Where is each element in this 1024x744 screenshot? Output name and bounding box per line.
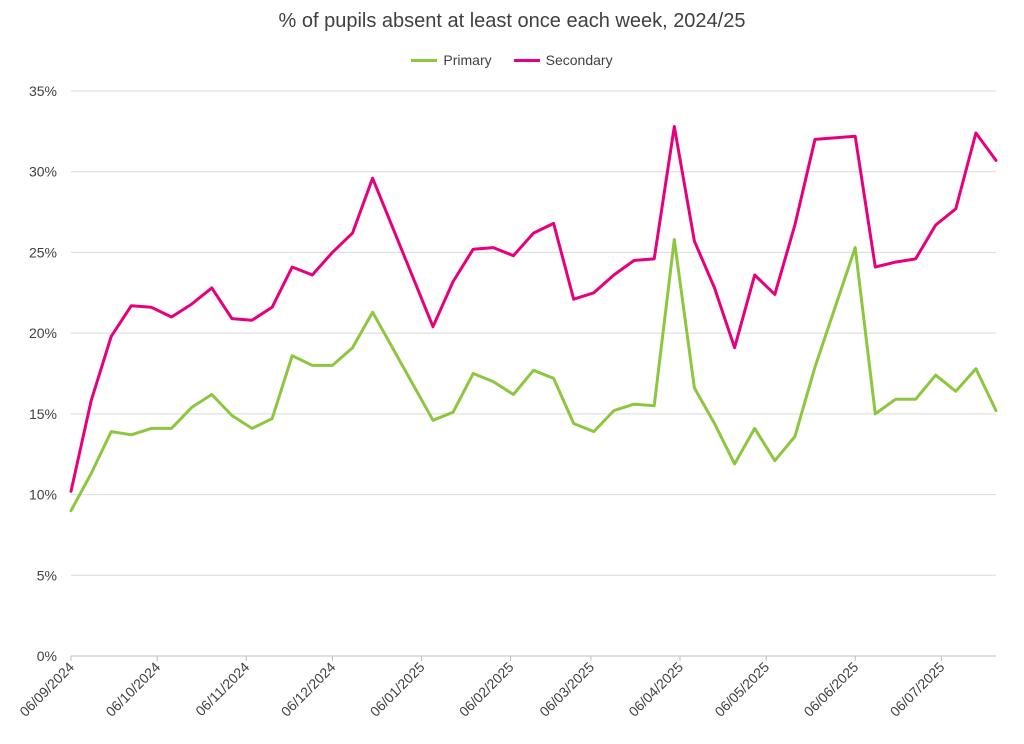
y-tick-label: 0% bbox=[37, 648, 57, 664]
y-tick-label: 35% bbox=[29, 83, 57, 99]
y-axis-ticks: 0% 5% 10% 15% 20% 25% 30% 35% bbox=[29, 83, 57, 664]
y-tick-label: 25% bbox=[29, 244, 57, 260]
y-tick-label: 10% bbox=[29, 487, 57, 503]
y-tick-label: 20% bbox=[29, 325, 57, 341]
x-tick-label: 06/03/2025 bbox=[536, 659, 597, 720]
x-tick-label: 06/11/2024 bbox=[192, 659, 252, 719]
series-line-secondary bbox=[69, 125, 998, 493]
x-tick-label: 06/06/2025 bbox=[800, 659, 861, 720]
gridlines bbox=[71, 90, 996, 576]
legend-item-secondary: Secondary bbox=[513, 52, 613, 68]
x-tick-label: 06/10/2024 bbox=[102, 659, 163, 720]
series-line-primary bbox=[69, 238, 998, 513]
legend-swatch-primary bbox=[411, 58, 438, 62]
x-tick-label: 06/01/2025 bbox=[367, 659, 428, 720]
legend-label-secondary: Secondary bbox=[545, 52, 613, 68]
x-tick-label: 06/02/2025 bbox=[456, 659, 517, 720]
legend: Primary Secondary bbox=[0, 52, 1024, 68]
y-tick-label: 15% bbox=[29, 406, 57, 422]
x-tick-label: 06/05/2025 bbox=[711, 659, 772, 720]
y-tick-label: 30% bbox=[29, 164, 57, 180]
x-tick-label: 06/07/2025 bbox=[887, 659, 948, 720]
x-tick-label: 06/04/2025 bbox=[625, 659, 686, 720]
y-tick-label: 5% bbox=[37, 567, 57, 583]
legend-swatch-secondary bbox=[513, 58, 540, 62]
x-tick-label: 06/12/2024 bbox=[278, 659, 339, 720]
legend-item-primary: Primary bbox=[411, 52, 492, 68]
series-lines bbox=[69, 125, 998, 513]
x-axis-ticks: 06/09/2024 06/10/2024 06/11/2024 06/12/2024… bbox=[16, 656, 948, 720]
legend-label-primary: Primary bbox=[443, 52, 492, 68]
x-tick-label: 06/09/2024 bbox=[16, 659, 77, 720]
chart-title: % of pupils absent at least once each we… bbox=[278, 10, 746, 32]
